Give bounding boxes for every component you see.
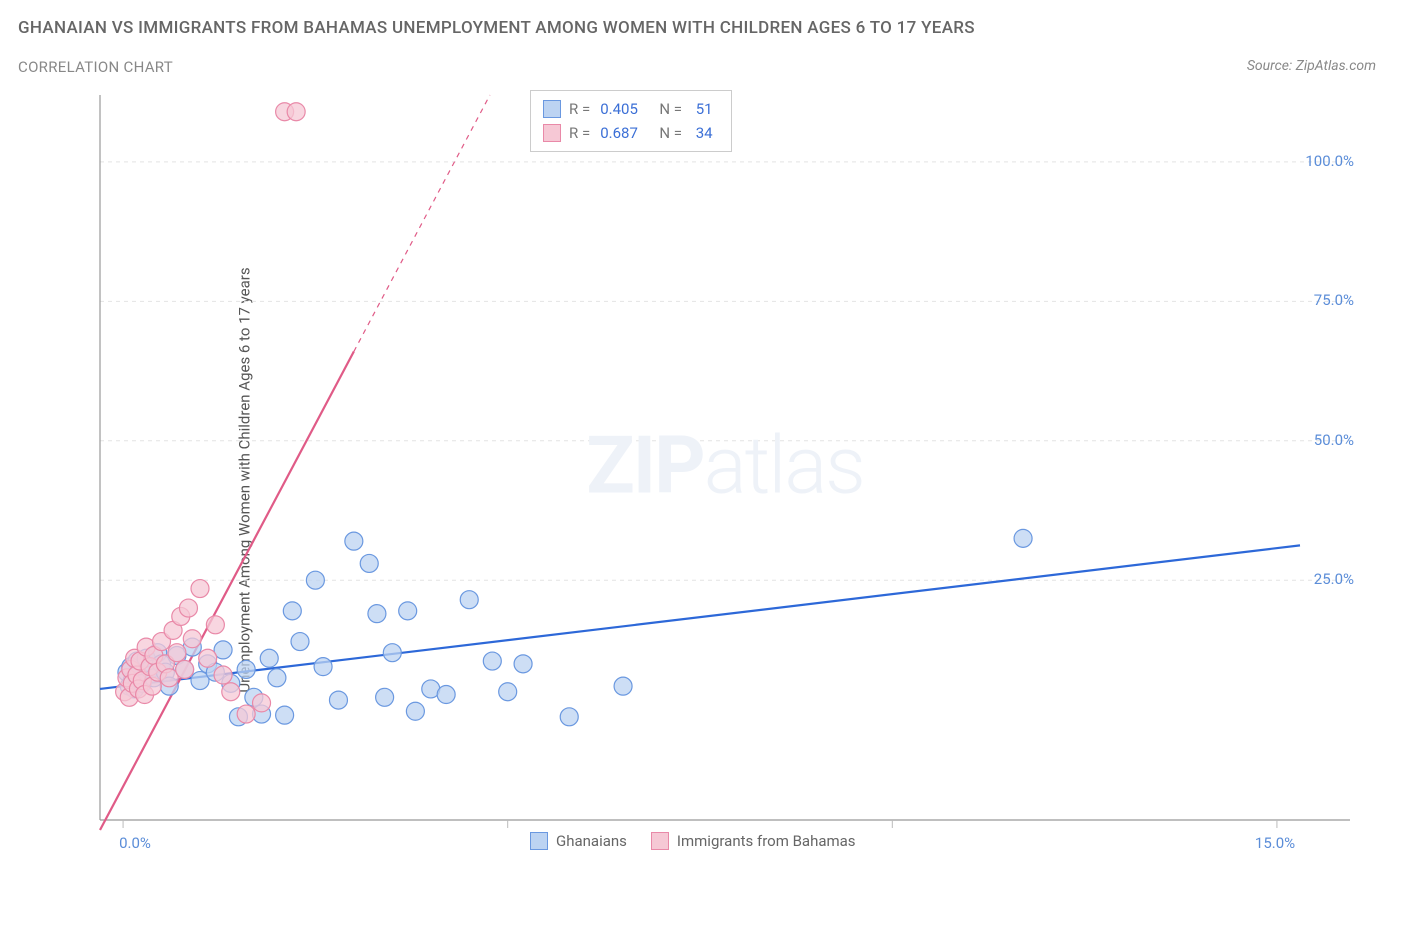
legend-series: Ghanaians Immigrants from Bahamas [530,832,856,850]
correlation-chart: Unemployment Among Women with Children A… [60,90,1370,870]
legend-swatch [530,832,548,850]
y-tick-label: 100.0% [1305,152,1354,170]
legend-series-item: Ghanaians [530,832,627,850]
legend-series-item: Immigrants from Bahamas [651,832,856,850]
page-title: GHANAIAN VS IMMIGRANTS FROM BAHAMAS UNEM… [18,18,975,38]
legend-stats-row: R = 0.687 N = 34 [543,121,719,145]
legend-swatch [543,124,561,142]
x-tick-label: 15.0% [1255,834,1295,852]
chart-svg [90,90,1360,860]
x-tick-label: 0.0% [119,834,151,852]
legend-stats-row: R = 0.405 N = 51 [543,97,719,121]
y-tick-label: 50.0% [1314,431,1354,449]
y-tick-label: 75.0% [1314,291,1354,309]
page-subtitle: CORRELATION CHART [18,58,173,76]
legend-correlation-stats: R = 0.405 N = 51R = 0.687 N = 34 [530,90,732,152]
plot-area: ZIPatlas R = 0.405 N = 51R = 0.687 N = 3… [90,90,1360,860]
y-tick-label: 25.0% [1314,570,1354,588]
source-attribution: Source: ZipAtlas.com [1247,58,1376,74]
legend-swatch [543,100,561,118]
legend-swatch [651,832,669,850]
